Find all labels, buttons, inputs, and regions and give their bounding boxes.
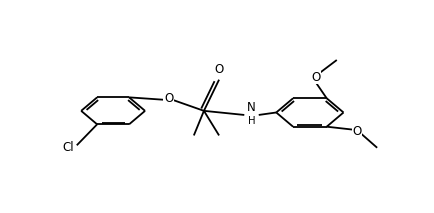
Text: H: H: [248, 116, 256, 126]
Text: N: N: [247, 101, 256, 114]
Text: Cl: Cl: [62, 141, 74, 154]
Text: O: O: [164, 92, 173, 105]
Text: O: O: [214, 63, 224, 76]
Text: O: O: [352, 125, 362, 138]
Text: O: O: [311, 71, 320, 84]
